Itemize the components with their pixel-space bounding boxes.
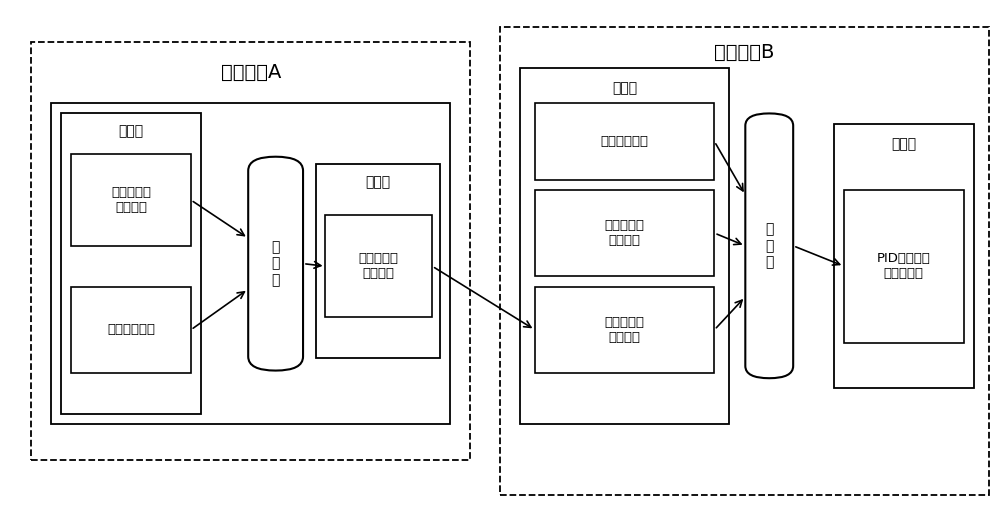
Text: 输出层: 输出层 xyxy=(366,175,391,189)
Bar xyxy=(535,287,714,373)
Bar xyxy=(61,114,201,414)
Bar xyxy=(325,215,432,317)
Text: 测试设备的
启停状态: 测试设备的 启停状态 xyxy=(605,316,645,344)
Bar xyxy=(844,190,964,343)
Text: 神经网络B: 神经网络B xyxy=(714,43,775,62)
Bar xyxy=(500,27,989,495)
Bar xyxy=(834,123,974,389)
Bar xyxy=(71,154,191,246)
FancyBboxPatch shape xyxy=(745,114,793,378)
Bar xyxy=(51,103,450,424)
Text: PID调节表的
输出百分比: PID调节表的 输出百分比 xyxy=(877,252,931,280)
Text: 冷水机组的
铭牌参数: 冷水机组的 铭牌参数 xyxy=(111,186,151,214)
Text: 冷水机组的
铭牌参数: 冷水机组的 铭牌参数 xyxy=(605,219,645,247)
Bar xyxy=(535,103,714,180)
Text: 测试设备的
启停状态: 测试设备的 启停状态 xyxy=(359,252,399,280)
Bar xyxy=(316,164,440,358)
Bar xyxy=(535,190,714,276)
Bar xyxy=(71,287,191,373)
Text: 测试工况参数: 测试工况参数 xyxy=(107,324,155,336)
Text: 输入层: 输入层 xyxy=(118,124,144,138)
Bar xyxy=(520,68,729,424)
Text: 隐
含
层: 隐 含 层 xyxy=(271,241,280,287)
FancyBboxPatch shape xyxy=(248,157,303,371)
Text: 输出层: 输出层 xyxy=(891,137,916,151)
Text: 输入层: 输入层 xyxy=(612,81,637,95)
Text: 神经网络A: 神经网络A xyxy=(221,63,281,82)
Bar xyxy=(31,42,470,460)
Text: 测试工况参数: 测试工况参数 xyxy=(601,135,649,148)
Text: 隐
含
层: 隐 含 层 xyxy=(765,223,773,269)
